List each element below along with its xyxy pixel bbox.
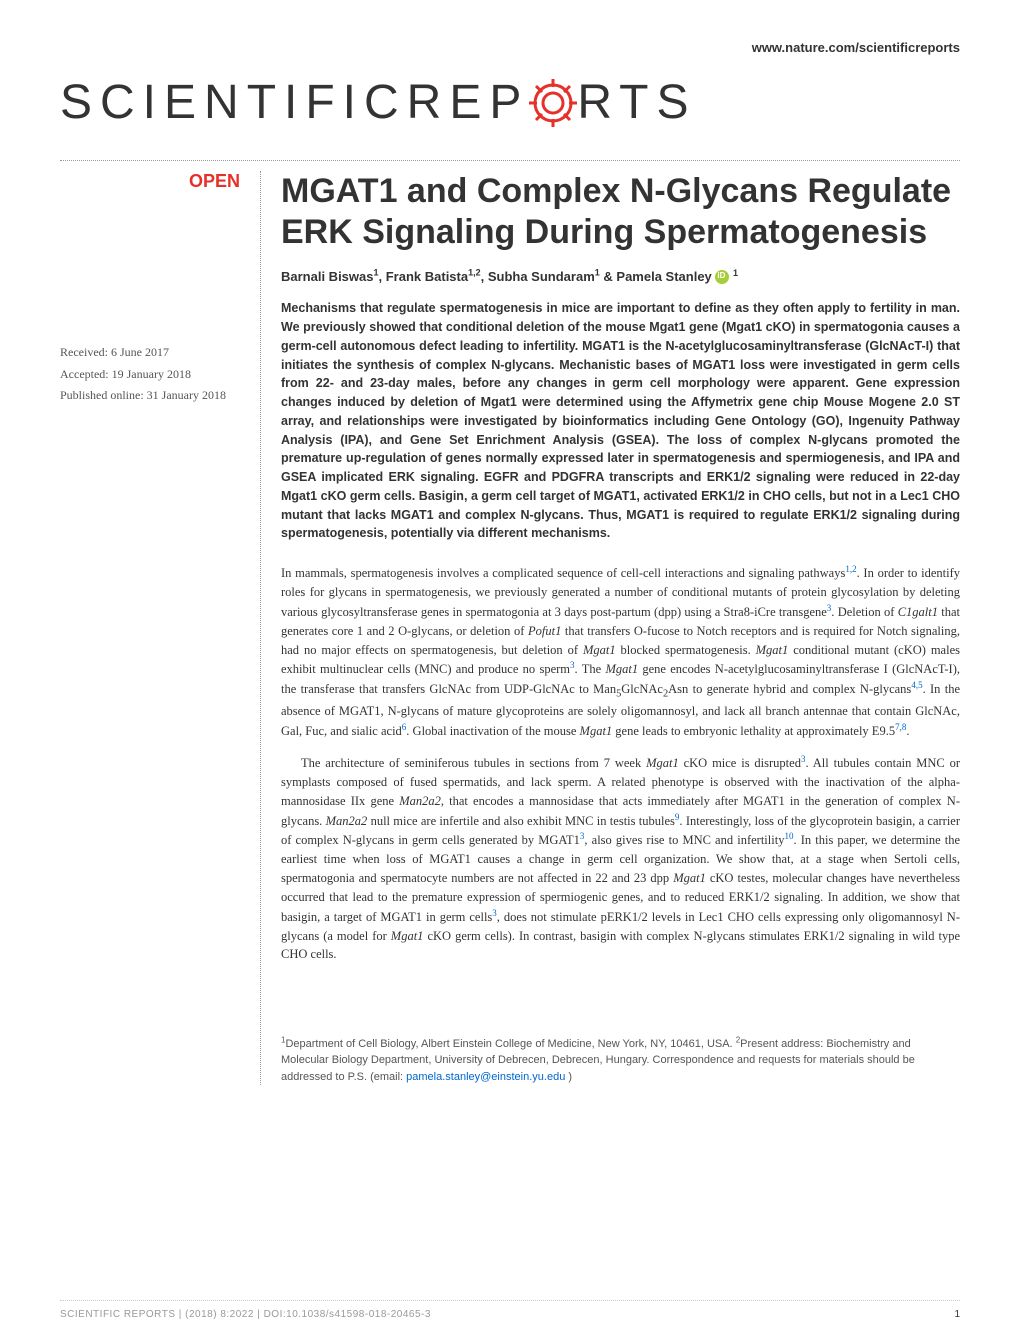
orcid-icon[interactable] <box>715 270 729 284</box>
gear-icon <box>527 77 579 129</box>
meta-dates: Received: 6 June 2017 Accepted: 19 Janua… <box>60 342 240 407</box>
logo-text: SCIENTIFIC REP <box>60 75 697 130</box>
footer: SCIENTIFIC REPORTS | (2018) 8:2022 | DOI… <box>60 1300 960 1320</box>
article-title: MGAT1 and Complex N-Glycans Regulate ERK… <box>281 171 960 253</box>
footer-page: 1 <box>954 1309 960 1320</box>
accepted-date: Accepted: 19 January 2018 <box>60 364 240 386</box>
email-close: ) <box>568 1071 572 1083</box>
logo-part1: SCIENTIFIC <box>60 75 407 130</box>
logo-part3: RTS <box>577 75 696 130</box>
body-para-2: The architecture of seminiferous tubules… <box>281 753 960 964</box>
content-row: OPEN Received: 6 June 2017 Accepted: 19 … <box>60 171 960 1085</box>
dotted-divider <box>60 160 960 161</box>
header-url[interactable]: www.nature.com/scientificreports <box>60 40 960 55</box>
page-container: www.nature.com/scientificreports SCIENTI… <box>0 0 1020 1340</box>
open-badge: OPEN <box>60 171 240 192</box>
right-column: MGAT1 and Complex N-Glycans Regulate ERK… <box>260 171 960 1085</box>
received-date: Received: 6 June 2017 <box>60 342 240 364</box>
author-sup: 1 <box>733 268 738 278</box>
left-column: OPEN Received: 6 June 2017 Accepted: 19 … <box>60 171 240 1085</box>
logo-part2: REP <box>407 75 530 130</box>
journal-logo: SCIENTIFIC REP <box>60 75 960 130</box>
body-para-1: In mammals, spermatogenesis involves a c… <box>281 563 960 741</box>
spacer <box>60 202 240 342</box>
footer-citation: SCIENTIFIC REPORTS | (2018) 8:2022 | DOI… <box>60 1309 431 1320</box>
authors-list: Barnali Biswas1, Frank Batista1,2, Subha… <box>281 269 712 284</box>
abstract: Mechanisms that regulate spermatogenesis… <box>281 299 960 543</box>
affiliations: 1Department of Cell Biology, Albert Eins… <box>281 1024 960 1085</box>
authors: Barnali Biswas1, Frank Batista1,2, Subha… <box>281 268 960 285</box>
email-link[interactable]: pamela.stanley@einstein.yu.edu <box>406 1071 565 1083</box>
published-date: Published online: 31 January 2018 <box>60 385 240 407</box>
affiliations-text: 1Department of Cell Biology, Albert Eins… <box>281 1038 915 1083</box>
